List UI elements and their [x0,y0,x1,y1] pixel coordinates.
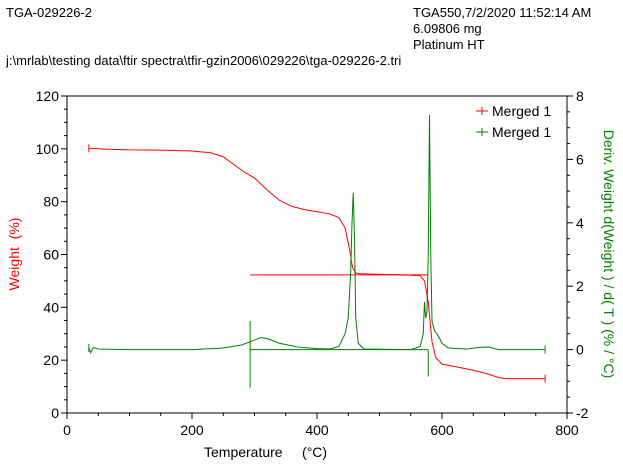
sample-mass: 6.09806 mg [413,21,482,36]
series-line-deriv [88,115,546,355]
y2-tick-label: 4 [576,215,584,231]
file-path: j:\mrlab\testing data\ftir spectra\tfir-… [6,53,402,68]
y-tick-label: 80 [43,194,59,210]
y2-tick-label: 0 [576,342,584,358]
y-tick-label: 60 [43,247,59,263]
y2-tick-label: 6 [576,151,584,167]
series-line-weight [88,147,546,380]
legend-label-deriv: Merged 1 [492,124,551,140]
legend: Merged 1 Merged 1 [476,103,551,140]
legend-label-weight: Merged 1 [492,103,551,119]
sample-name: TGA-029226-2 [6,5,92,20]
x-tick-label: 600 [430,422,454,438]
x-tick-label: 400 [305,422,329,438]
y2-tick-label: -2 [576,405,589,421]
instrument-date: TGA550,7/2/2020 11:52:14 AM [413,5,592,20]
y-axis-label: Weight (%) [6,218,22,291]
x-tick-label: 800 [555,422,579,438]
pan-type: Platinum HT [413,37,485,52]
y-tick-label: 40 [43,299,59,315]
x-axis-label: Temperature (°C) [204,444,327,460]
y2-tick-label: 2 [576,278,584,294]
y2-axis-label: Deriv. Weight d(Weight ) / d( T ) (% / °… [601,130,617,379]
x-tick-label: 0 [63,422,71,438]
plot-frame [66,95,568,414]
y-tick-label: 0 [51,405,59,421]
y-tick-label: 100 [36,141,60,157]
y-tick-label: 120 [36,88,60,104]
x-tick-label: 200 [180,422,204,438]
y-tick-label: 20 [43,352,59,368]
y2-tick-label: 8 [576,88,584,104]
